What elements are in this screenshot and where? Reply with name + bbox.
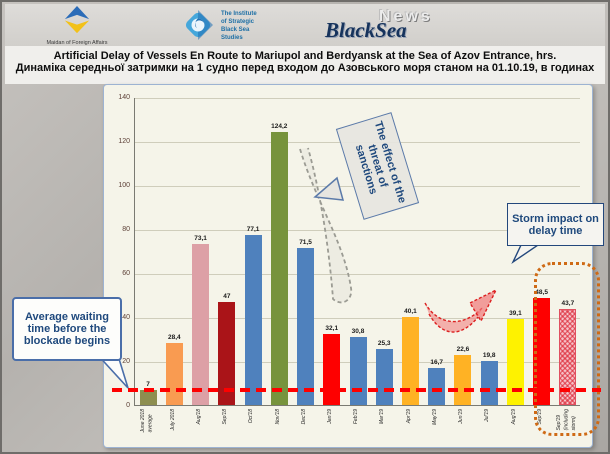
bar-value-label: 30,8 <box>351 328 365 336</box>
x-tick-label: Nov'18 <box>265 409 291 447</box>
x-tick-text: Aug'19 <box>510 409 517 425</box>
bar-value-label: 32,1 <box>325 325 339 333</box>
gridline <box>135 274 580 275</box>
bar <box>401 316 419 405</box>
x-tick-label: Aug'18 <box>186 409 212 447</box>
bar <box>349 337 367 405</box>
y-tick-label: 120 <box>118 138 130 145</box>
x-tick-label: June 2018 average <box>134 409 160 447</box>
institute-diamond-icon <box>185 10 213 40</box>
avg-wait-callout: Average waiting time before the blockade… <box>12 297 122 361</box>
blacksea-wordmark: BlackSea <box>325 18 407 42</box>
bar <box>297 247 315 405</box>
blacksea-news-logo: News BlackSea <box>323 7 483 47</box>
x-tick-text: Jun'19 <box>458 409 465 424</box>
x-tick-text: Apr'19 <box>405 409 412 424</box>
storm-callout: Storm impact on delay time <box>507 203 604 246</box>
reference-line <box>112 387 601 392</box>
x-tick-label: Aug'19 <box>501 409 527 447</box>
y-tick-label: 40 <box>122 314 130 321</box>
bar-value-label: 39,1 <box>509 309 522 317</box>
gridline <box>135 230 580 231</box>
x-tick-text: Aug'18 <box>195 409 202 425</box>
bar <box>192 244 210 405</box>
y-tick-label: 80 <box>122 226 130 233</box>
plot-area: 7 28,4 73,1 47 77,1 124,2 71,5 32,1 30,8 25,3 40,1… <box>134 98 580 406</box>
bar <box>375 349 393 405</box>
bar <box>165 342 183 405</box>
bar-value-label: 48,5 <box>535 289 548 297</box>
y-tick-label: 100 <box>118 182 130 189</box>
x-tick-label: Oct'18 <box>239 409 265 447</box>
bar-value-label: 124,2 <box>271 122 288 130</box>
x-tick-label: Mar'19 <box>370 409 396 447</box>
x-tick-label: Jun'19 <box>449 409 475 447</box>
x-tick-text: Oct'18 <box>248 409 255 424</box>
x-tick-label: Apr'19 <box>396 409 422 447</box>
bar-value-label: 7 <box>146 380 150 388</box>
y-tick-label: 60 <box>122 270 130 277</box>
bar-value-label: 77,1 <box>246 226 260 234</box>
bar-value-label: 40,1 <box>404 307 417 315</box>
x-tick-text: Jul'19 <box>484 409 491 422</box>
chart-title-ua: Динаміка середньої затримки на 1 судно п… <box>15 62 595 74</box>
x-tick-label: Jul'19 <box>475 409 501 447</box>
x-tick-label: July 2018 <box>160 409 186 447</box>
x-tick-label: Sep'18 <box>213 409 239 447</box>
x-tick-label: Jan'19 <box>318 409 344 447</box>
bar-value-label: 25,3 <box>377 340 391 348</box>
x-tick-text: July 2018 <box>169 409 176 431</box>
x-tick-label: Feb'19 <box>344 409 370 447</box>
x-tick-text: Jan'19 <box>327 409 333 424</box>
bar <box>244 235 262 405</box>
institute-logo-label: The Institute of Strategic Black Sea Stu… <box>221 11 257 42</box>
bar-value-label: 47 <box>223 292 231 300</box>
bar <box>559 308 577 405</box>
y-tick-label: 140 <box>118 94 130 101</box>
news-wordmark: News <box>379 8 433 25</box>
bar <box>323 334 341 405</box>
bar <box>454 355 472 405</box>
maidan-logo: Maidan of Foreign Affairs <box>27 6 127 46</box>
bar-value-label: 16,7 <box>430 359 444 367</box>
bar-value-label: 43,7 <box>561 299 575 307</box>
bar-value-label: 22,6 <box>456 346 470 354</box>
storm-highlight-box <box>534 262 600 436</box>
bar <box>480 361 498 405</box>
y-tick-label: 0 <box>126 402 130 409</box>
bar-value-label: 73,1 <box>194 235 207 243</box>
x-tick-label: May'19 <box>423 409 449 447</box>
x-tick-label: Dec'18 <box>291 409 317 447</box>
gridline <box>135 318 580 319</box>
bar <box>506 318 524 405</box>
maidan-logo-label: Maidan of Foreign Affairs <box>46 40 108 46</box>
x-tick-text: May'19 <box>431 409 438 425</box>
bar <box>533 298 551 405</box>
bar <box>218 301 236 405</box>
bar-value-label: 28,4 <box>168 333 181 341</box>
bar-value-label: 71,5 <box>299 238 312 246</box>
x-tick-text: Feb'19 <box>353 409 360 425</box>
gridline <box>135 98 580 99</box>
x-tick-text: Dec'18 <box>300 409 307 425</box>
institute-logo: The Institute of Strategic Black Sea Stu… <box>180 7 257 43</box>
x-tick-text: June 2018 average <box>139 409 154 433</box>
bar <box>139 389 157 405</box>
title-band: Artificial Delay of Vessels En Route to … <box>5 46 605 84</box>
x-tick-text: Mar'19 <box>379 409 386 425</box>
bar <box>270 131 288 405</box>
bar-value-label: 19,8 <box>482 352 496 360</box>
header-strip: Maidan of Foreign Affairs The Institute … <box>5 4 605 46</box>
x-tick-text: Sep'18 <box>222 409 229 425</box>
x-tick-text: Nov'18 <box>274 409 281 425</box>
chart-title-en: Artificial Delay of Vessels En Route to … <box>53 50 557 62</box>
bar <box>428 368 446 405</box>
maidan-star-icon <box>64 6 90 34</box>
